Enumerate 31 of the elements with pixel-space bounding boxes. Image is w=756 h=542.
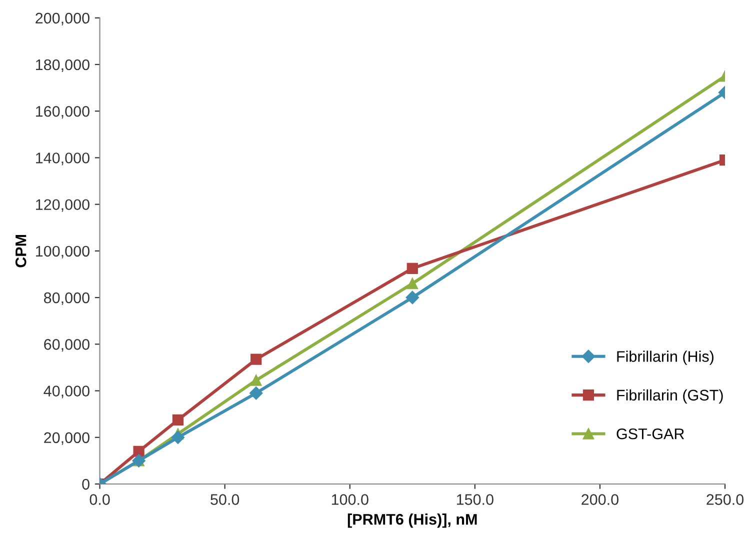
- y-tick-label: 20,000: [44, 432, 90, 445]
- point: [406, 262, 418, 274]
- y-tick-label: 180,000: [36, 59, 90, 72]
- point: [250, 354, 262, 365]
- x-tick-label: 0.0: [90, 494, 110, 505]
- point: [172, 414, 184, 426]
- x-tick-label: 250.0: [706, 494, 744, 505]
- y-tick-label: 100,000: [36, 246, 90, 258]
- point: [406, 290, 419, 304]
- point: [250, 374, 262, 386]
- point: [133, 446, 144, 457]
- point: [406, 278, 418, 290]
- legend-label: Fibrillarin (GST): [617, 389, 723, 404]
- legend-label: GST-GAR: [616, 428, 684, 440]
- legend-label: Fibrillarin (His): [617, 350, 714, 365]
- point: [171, 430, 185, 444]
- y-tick-label: 40,000: [44, 386, 90, 398]
- y-tick-label: 60,000: [44, 339, 90, 352]
- y-tick-label: 200,000: [36, 12, 90, 26]
- y-axis-title: CPM: [15, 234, 26, 268]
- x-tick-label: 50.0: [210, 494, 240, 505]
- point: [250, 386, 263, 400]
- x-tick-label: 100.0: [332, 494, 368, 505]
- x-axis-title: [PRMT6 (His)], nM: [348, 514, 477, 528]
- y-tick-label: 120,000: [36, 199, 90, 212]
- y-tick-label: 140,000: [36, 152, 90, 166]
- x-tick-label: 150.0: [456, 494, 494, 505]
- y-tick-label: 160,000: [36, 106, 90, 119]
- y-tick-label: 80,000: [44, 292, 90, 306]
- y-tick-label: 0: [82, 478, 90, 490]
- x-tick-label: 200.0: [582, 494, 618, 505]
